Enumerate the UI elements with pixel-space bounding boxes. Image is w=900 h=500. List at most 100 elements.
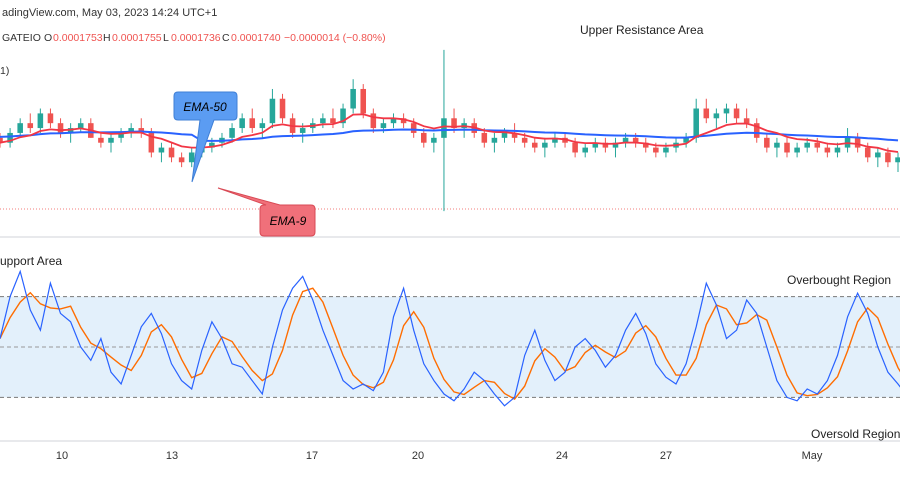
price-pane <box>0 49 900 238</box>
ema9-line <box>0 113 899 153</box>
ema50-callout: EMA-50 <box>173 91 238 183</box>
candle-body <box>229 128 235 138</box>
oscillator-pane <box>0 269 900 442</box>
candle-body <box>441 118 447 138</box>
candle-body <box>138 128 145 133</box>
ema9-callout-label: EMA-9 <box>270 214 307 228</box>
stoch-k-line <box>0 269 900 407</box>
candle-body <box>57 123 64 133</box>
candle-body <box>885 152 891 163</box>
candle-body <box>562 137 568 143</box>
candle-body <box>340 108 346 124</box>
candle-body <box>108 137 114 143</box>
candle-body <box>824 147 831 153</box>
candle-body <box>784 142 790 153</box>
x-tick-label: 27 <box>660 450 672 462</box>
candle-body <box>37 113 44 129</box>
candle-body <box>188 152 195 163</box>
candle-body <box>764 137 770 148</box>
x-tick-label: 20 <box>412 450 424 462</box>
candle-body <box>0 137 3 143</box>
candle-body <box>239 118 245 129</box>
candle-body <box>269 98 276 124</box>
overbought-label: Overbought Region <box>787 273 891 287</box>
x-tick-label: May <box>802 450 823 462</box>
candle-body <box>864 147 871 158</box>
candle-body <box>632 137 639 143</box>
x-tick-label: 24 <box>556 450 568 462</box>
candle-body <box>320 118 326 124</box>
candle-body <box>299 128 306 133</box>
candle-body <box>713 113 720 119</box>
candle-body <box>380 123 387 129</box>
candle-body <box>158 147 165 153</box>
candle-body <box>279 98 286 119</box>
support-area-label: upport Area <box>0 254 62 268</box>
candle-body <box>330 118 336 124</box>
candle-body <box>743 118 750 124</box>
candle-body <box>400 118 407 124</box>
indicator-tag: 1) <box>0 65 9 77</box>
candle-body <box>168 147 175 158</box>
candle-body <box>612 142 619 148</box>
candle-body <box>733 108 740 119</box>
open-label: O <box>44 32 52 44</box>
candle-body <box>592 142 599 148</box>
change-value: −0.0000014 (−0.80%) <box>284 32 386 44</box>
candle-body <box>47 113 54 124</box>
candle-body <box>774 142 780 148</box>
candle-body <box>259 123 266 129</box>
time-axis: 10 13 17 20 24 27 May <box>56 450 823 462</box>
source-line: adingView.com, May 03, 2023 14:24 UTC+1 <box>2 7 217 19</box>
candle-body <box>421 132 427 143</box>
candle-body <box>410 123 417 133</box>
candle-body <box>683 137 689 143</box>
candle-body <box>17 123 23 133</box>
candle-body <box>7 132 13 143</box>
candle-body <box>693 108 699 138</box>
candle-body <box>249 118 256 129</box>
high-value: 0.0001755 <box>112 32 162 44</box>
candle-body <box>814 142 821 148</box>
candle-body <box>501 132 508 138</box>
open-value: 0.0001753 <box>53 32 103 44</box>
candle-body <box>895 157 900 163</box>
candle-body <box>390 118 397 124</box>
symbol-label: GATEIO <box>2 32 41 44</box>
candle-body <box>451 118 457 129</box>
x-tick-label: 13 <box>166 450 178 462</box>
candle-body <box>552 137 558 143</box>
candle-body <box>642 142 649 148</box>
x-tick-label: 10 <box>56 450 68 462</box>
low-value: 0.0001736 <box>171 32 221 44</box>
candle-body <box>653 147 659 153</box>
candle-body <box>572 142 578 153</box>
ema50-callout-label: EMA-50 <box>183 100 227 114</box>
candle-body <box>663 147 669 153</box>
candle-body <box>794 147 800 153</box>
candle-body <box>723 108 730 114</box>
candle-body <box>521 137 528 143</box>
candle-body <box>118 132 124 138</box>
candle-body <box>148 132 155 153</box>
close-label: C <box>222 32 230 44</box>
candle-body <box>360 88 367 114</box>
candle-body <box>804 142 810 148</box>
candle-body <box>582 147 588 153</box>
high-label: H <box>103 32 111 44</box>
candle-body <box>491 137 498 143</box>
candle-body <box>542 142 548 148</box>
candle-body <box>703 108 710 119</box>
candle-body <box>431 137 437 143</box>
candle-body <box>854 137 861 148</box>
candle-body <box>622 137 629 143</box>
close-value: 0.0001740 <box>231 32 281 44</box>
candle-body <box>602 142 609 148</box>
candle-body <box>370 113 377 129</box>
candle-body <box>128 128 134 133</box>
low-label: L <box>163 32 169 44</box>
candle-body <box>27 123 34 129</box>
x-tick-label: 17 <box>306 450 318 462</box>
ema9-callout: EMA-9 <box>217 187 316 237</box>
candle-body <box>531 142 538 148</box>
